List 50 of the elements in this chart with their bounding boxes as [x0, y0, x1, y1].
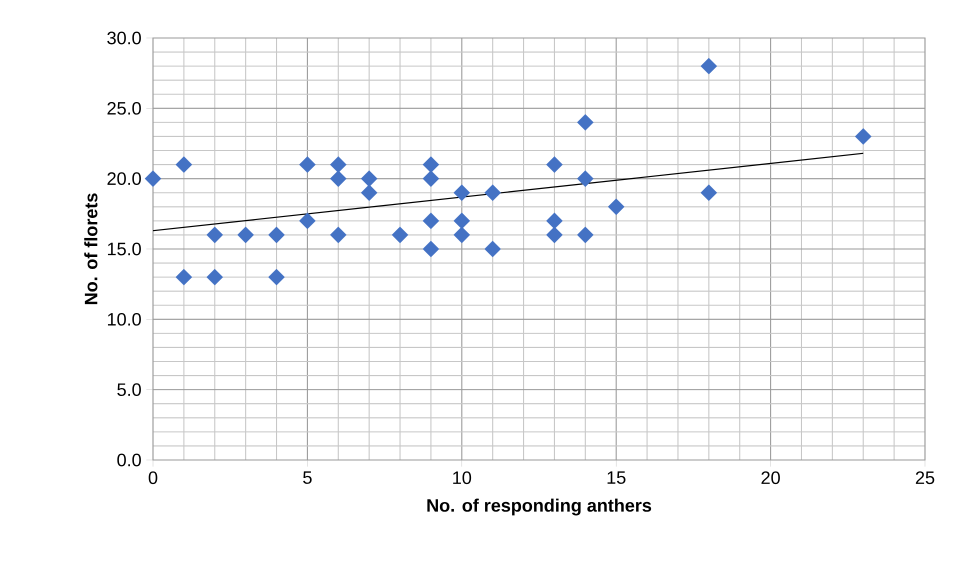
- point: [360, 170, 378, 187]
- point: [422, 212, 440, 230]
- y-tick-label: 5.0: [117, 383, 141, 396]
- y-axis-title: No. of florets: [84, 193, 98, 304]
- point: [268, 268, 285, 286]
- point: [422, 240, 440, 258]
- y-tick-label: 15.0: [108, 242, 141, 256]
- point: [144, 170, 162, 187]
- point: [360, 184, 378, 201]
- x-tick-label: 25: [916, 471, 934, 484]
- point: [330, 156, 346, 173]
- point: [237, 226, 254, 244]
- point: [700, 184, 718, 201]
- x-axis-title: No. of responding anthers: [427, 498, 652, 516]
- point: [176, 268, 192, 286]
- point: [422, 170, 440, 187]
- x-tick-label: 0: [148, 471, 158, 484]
- point: [700, 58, 718, 74]
- point: [454, 226, 470, 244]
- point: [484, 184, 501, 201]
- point: [422, 156, 440, 173]
- point: [206, 268, 223, 286]
- x-tick-label: 5: [303, 471, 312, 484]
- point: [206, 226, 223, 244]
- point: [330, 226, 346, 244]
- point: [577, 114, 594, 131]
- point: [608, 198, 624, 215]
- point: [546, 156, 563, 173]
- x-tick-label: 10: [453, 471, 472, 484]
- point: [392, 226, 408, 244]
- y-tick-label: 25.0: [107, 102, 141, 115]
- x-tick-label: 15: [608, 471, 626, 484]
- x-tick-label: 20: [761, 471, 780, 484]
- point: [454, 212, 470, 230]
- y-tick-label: 0.0: [117, 454, 141, 466]
- point: [484, 240, 501, 258]
- y-tick-label: 20.0: [107, 172, 141, 186]
- point: [546, 226, 563, 244]
- point: [546, 212, 563, 230]
- point: [176, 156, 192, 173]
- point: [299, 212, 316, 230]
- y-tick-label: 10.0: [108, 312, 141, 326]
- point: [577, 170, 594, 187]
- y-tick-label: 30.0: [107, 32, 141, 44]
- point: [855, 128, 872, 145]
- point: [268, 226, 285, 244]
- point: [577, 226, 594, 244]
- point: [330, 170, 346, 187]
- point: [299, 156, 316, 173]
- point: [454, 184, 470, 201]
